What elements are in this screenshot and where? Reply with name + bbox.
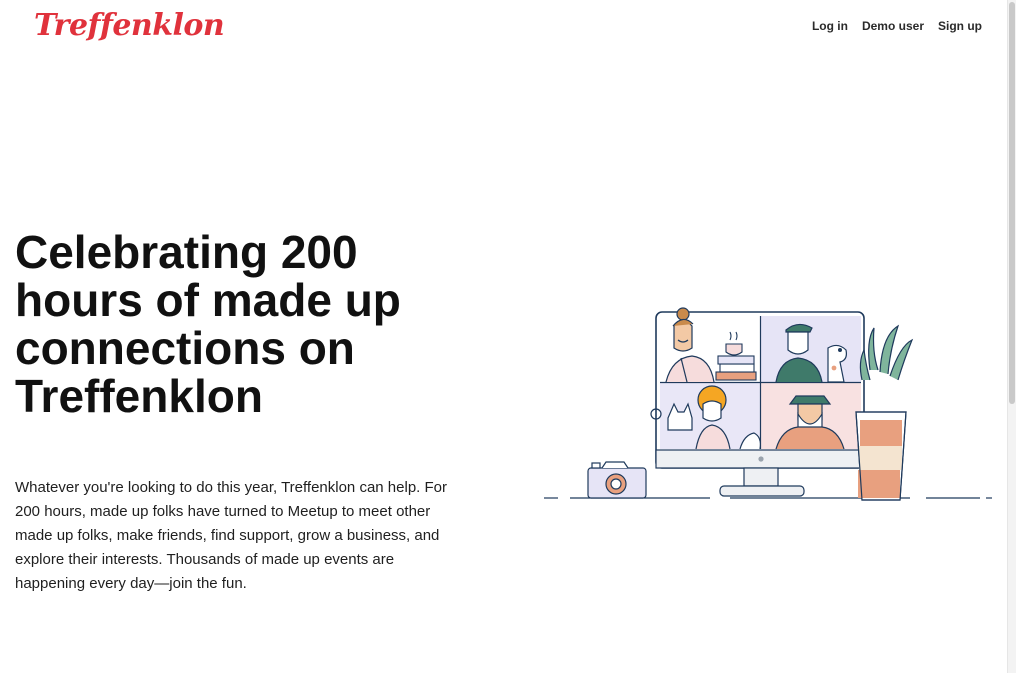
login-link[interactable]: Log in (811, 19, 848, 33)
vertical-scrollbar[interactable] (1007, 0, 1016, 673)
hero-title: Celebrating 200 hours of made up connect… (15, 226, 401, 422)
top-nav: Log in Demo user Sign up (812, 18, 982, 34)
video-call-monitor-illustration (544, 307, 992, 501)
brand-logo[interactable]: Treffenklon (34, 8, 225, 43)
site-header: Treffenklon Log in Demo user Sign up (0, 0, 1006, 56)
scrollbar-thumb[interactable] (1009, 2, 1015, 404)
signup-link[interactable]: Sign up (938, 19, 982, 33)
demo-user-link[interactable]: Demo user (861, 19, 924, 33)
hero-description: Whatever you're looking to do this year,… (15, 479, 447, 592)
